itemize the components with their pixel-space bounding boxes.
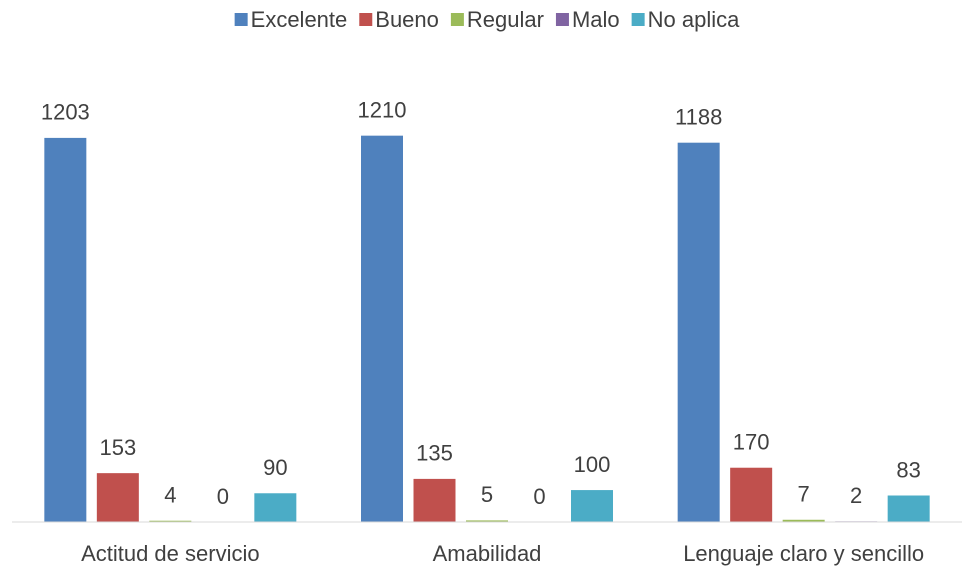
legend-label: Regular	[467, 7, 544, 32]
bar	[44, 137, 87, 522]
legend-swatch	[631, 13, 645, 26]
legend-label: Bueno	[375, 7, 439, 32]
data-label: 170	[733, 430, 770, 455]
data-label: 2	[850, 483, 862, 508]
bar	[466, 520, 508, 522]
bar	[730, 467, 773, 522]
data-label: 135	[416, 441, 453, 466]
data-label: 0	[217, 484, 229, 509]
legend-label: Malo	[572, 7, 620, 32]
x-tick-label: Amabilidad	[433, 541, 542, 566]
bar	[571, 490, 613, 522]
data-label: 90	[263, 455, 287, 480]
data-label: 100	[574, 452, 611, 477]
bar	[677, 142, 720, 522]
data-label: 1210	[358, 97, 407, 122]
data-label: 5	[481, 482, 493, 507]
x-tick-label: Lenguaje claro y sencillo	[683, 541, 924, 566]
data-label: 1203	[41, 100, 90, 125]
data-label: 83	[896, 457, 920, 482]
bar	[149, 520, 192, 522]
legend-swatch	[555, 13, 569, 26]
data-label: 7	[798, 482, 810, 507]
x-tick-label: Actitud de servicio	[81, 541, 260, 566]
bar	[413, 478, 456, 522]
legend-swatch	[450, 13, 464, 26]
legend-swatch	[359, 13, 373, 26]
legend: Excelente Bueno Regular Malo No aplica	[234, 7, 740, 32]
legend-label: No aplica	[648, 7, 740, 32]
data-label: 1188	[675, 105, 722, 130]
bar	[782, 519, 825, 522]
legend-swatch	[234, 13, 248, 26]
bar	[254, 493, 297, 522]
data-label: 0	[533, 484, 545, 509]
data-label: 153	[99, 435, 136, 460]
legend-label: Excelente	[251, 7, 348, 32]
bar	[887, 495, 930, 522]
bar	[96, 473, 139, 522]
bar	[361, 135, 403, 522]
data-label: 4	[164, 483, 176, 508]
